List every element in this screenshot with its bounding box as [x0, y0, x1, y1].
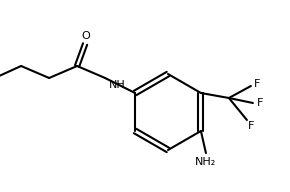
Text: NH₂: NH₂: [195, 157, 217, 167]
Text: F: F: [254, 79, 260, 89]
Text: NH: NH: [109, 80, 126, 90]
Text: O: O: [82, 31, 90, 41]
Text: F: F: [257, 98, 263, 108]
Text: F: F: [248, 121, 254, 131]
